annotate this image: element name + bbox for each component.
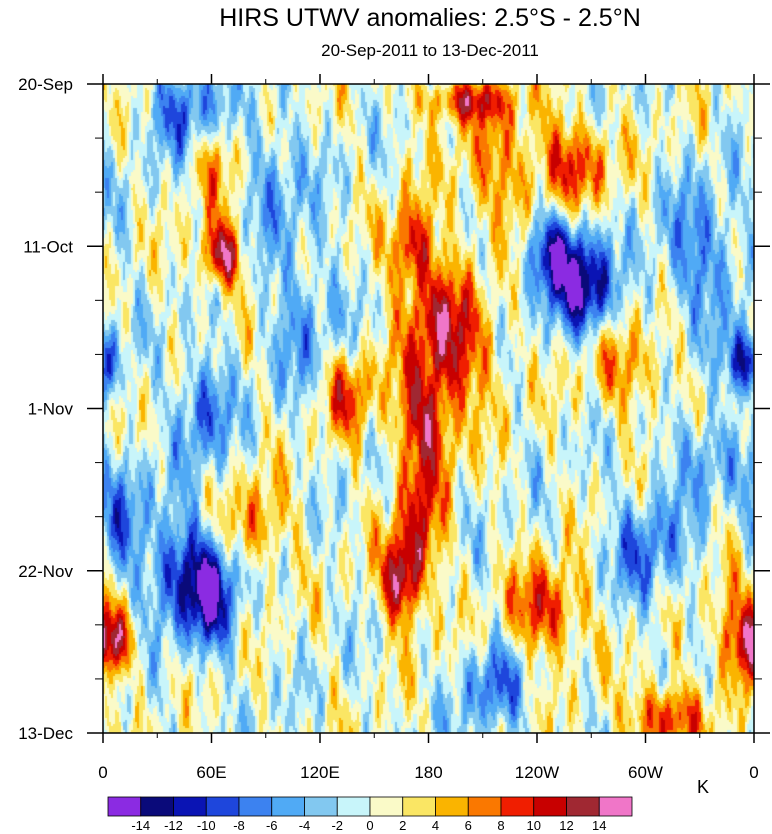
colorbar-label: 6 — [465, 818, 472, 833]
y-tick-label: 11-Oct — [23, 237, 73, 256]
colorbar-label: 8 — [497, 818, 504, 833]
colorbar-box — [566, 796, 600, 817]
colorbar-box — [304, 796, 338, 817]
colorbar-label: -14 — [131, 818, 150, 833]
colorbar-label: -10 — [197, 818, 216, 833]
x-tick-label: 120E — [300, 763, 340, 782]
colorbar-box — [271, 796, 305, 817]
x-tick-label: 60E — [196, 763, 226, 782]
colorbar-box — [533, 796, 567, 817]
colorbar-box — [238, 796, 273, 817]
colorbar-label: 10 — [527, 818, 541, 833]
colorbar-label: -12 — [164, 818, 183, 833]
colorbar-box — [435, 796, 469, 817]
y-tick-label: 20-Sep — [18, 75, 73, 94]
y-tick-label: 13-Dec — [18, 724, 73, 743]
x-tick-label: 0 — [749, 763, 758, 782]
colorbar-label: -8 — [233, 818, 245, 833]
plot-area — [102, 83, 755, 734]
colorbar-label: -6 — [266, 818, 278, 833]
chart-title: HIRS UTWV anomalies: 2.5°S - 2.5°N — [219, 4, 641, 32]
x-tick-label: 0 — [98, 763, 107, 782]
colorbar-label: 12 — [559, 818, 573, 833]
colorbar: -14 -12 -10 -8 -6 -4 -2 0 2 4 6 8 10 12 14 — [107, 796, 633, 833]
colorbar-unit: K — [697, 777, 709, 797]
colorbar-label: -4 — [299, 818, 311, 833]
colorbar-box — [500, 796, 535, 817]
x-tick-label: 180 — [414, 763, 442, 782]
y-tick-label: 1-Nov — [28, 400, 74, 419]
colorbar-box — [336, 796, 371, 817]
chart-subtitle: 20-Sep-2011 to 13-Dec-2011 — [321, 41, 539, 60]
heatmap-field — [103, 84, 754, 733]
colorbar-label: 2 — [399, 818, 406, 833]
x-axis: 0 60E 120E 180 120W 60W 0 — [98, 74, 759, 782]
y-tick-label: 22-Nov — [18, 562, 73, 581]
colorbar-box — [402, 796, 436, 817]
colorbar-box — [173, 796, 207, 817]
colorbar-box — [598, 796, 633, 817]
x-tick-label: 120W — [515, 763, 559, 782]
colorbar-box — [107, 796, 142, 817]
x-tick-label: 60W — [628, 763, 663, 782]
colorbar-label: 4 — [432, 818, 439, 833]
colorbar-box — [205, 796, 240, 817]
colorbar-label: 0 — [366, 818, 373, 833]
colorbar-box — [369, 796, 404, 817]
colorbar-box — [140, 796, 174, 817]
colorbar-label: -2 — [331, 818, 343, 833]
colorbar-box — [467, 796, 502, 817]
colorbar-label: 14 — [592, 818, 606, 833]
y-axis: 20-Sep 11-Oct 1-Nov 22-Nov 13-Dec — [18, 75, 770, 743]
